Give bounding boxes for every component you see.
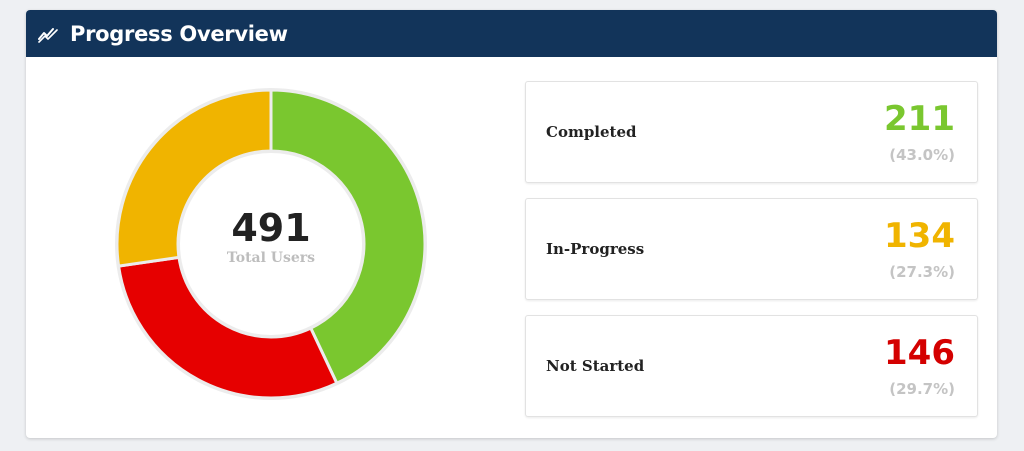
stat-label: Not Started	[546, 357, 645, 375]
stat-value: 134	[884, 216, 955, 256]
card-header: Progress Overview	[26, 10, 997, 57]
donut-chart: 491 Total Users	[114, 87, 428, 401]
stat-in-progress: In-Progress 134 (27.3%)	[525, 198, 978, 300]
trend-line-icon	[38, 24, 58, 44]
stat-label: In-Progress	[546, 240, 645, 258]
stat-value: 146	[884, 333, 955, 373]
stat-label: Completed	[546, 123, 637, 141]
donut-hole	[180, 153, 362, 335]
stat-percent: (27.3%)	[889, 263, 955, 281]
progress-overview-card: Progress Overview 491 Total Users Comple…	[26, 10, 997, 438]
stat-percent: (43.0%)	[889, 146, 955, 164]
stat-not-started: Not Started 146 (29.7%)	[525, 315, 978, 417]
stat-percent: (29.7%)	[889, 380, 955, 398]
card-title: Progress Overview	[70, 21, 288, 46]
donut-svg	[115, 88, 427, 400]
stat-value: 211	[884, 99, 955, 139]
stat-completed: Completed 211 (43.0%)	[525, 81, 978, 183]
